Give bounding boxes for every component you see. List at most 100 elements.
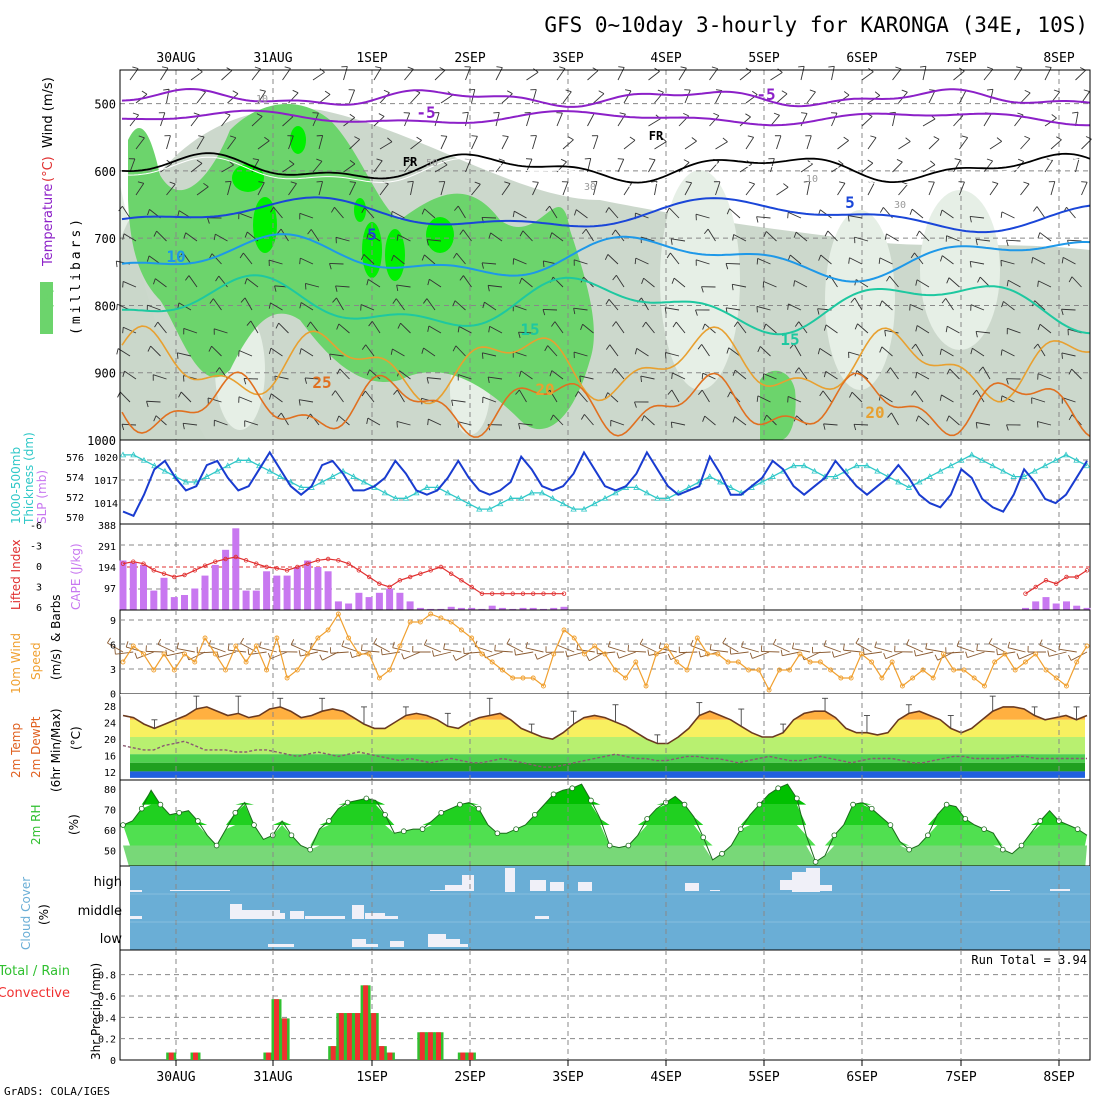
wind-barb-flag — [360, 254, 365, 261]
wind-barb — [373, 160, 383, 173]
surface-wind-barb — [146, 650, 165, 653]
cloud-bar-low — [428, 934, 446, 947]
wind-speed-point — [151, 667, 157, 673]
wind-barb — [759, 346, 771, 357]
wind-barb — [1001, 349, 1015, 357]
wind-barb — [795, 231, 808, 242]
wind-barb-flag — [270, 206, 275, 213]
wind-barb — [518, 422, 533, 426]
thickness-point — [214, 467, 221, 474]
rh-point — [999, 846, 1006, 853]
rh-point — [382, 812, 388, 818]
wind-barb-flag — [243, 378, 247, 385]
barbs-label: & Barbs — [49, 594, 63, 642]
wind-barb — [455, 345, 466, 357]
thickness-point — [559, 500, 567, 507]
wind-barb — [684, 140, 697, 150]
wind-barb-flag — [818, 254, 822, 261]
wind-barb — [825, 370, 838, 380]
rh-area — [120, 783, 1088, 871]
wind-barb-flag — [798, 65, 805, 68]
wind-barb — [726, 307, 741, 311]
wind-barb-flag — [664, 307, 667, 314]
wind-barb — [395, 298, 405, 311]
wind-barb — [1007, 327, 1021, 334]
wind-barb-flag — [118, 205, 123, 212]
wind-speed-point — [551, 651, 557, 657]
lifted-index-label: Lifted Index — [9, 539, 23, 610]
wind-barb — [640, 375, 655, 380]
wind-barb-flag — [870, 135, 877, 139]
wind-barb — [1081, 182, 1088, 196]
wind-barb-flag — [228, 160, 234, 166]
precip-tick-label: 0.4 — [98, 1013, 116, 1024]
wind-barb — [757, 395, 771, 403]
wind-barb-flag — [604, 392, 609, 399]
wind-barb-flag — [361, 207, 366, 214]
date-label-top: 2SEP — [454, 51, 485, 66]
wind-barb-flag — [244, 278, 248, 285]
wind-barb — [573, 351, 588, 357]
surface-wind-barb — [525, 647, 544, 653]
wind-barb — [481, 216, 497, 219]
wind-barb-flag — [850, 297, 856, 303]
thickness-tick-label: 570 — [66, 513, 84, 524]
wind-barb — [426, 298, 436, 311]
wind-barb-flag — [939, 348, 942, 355]
wind-barb-flag — [349, 160, 356, 165]
cape-bar — [304, 560, 312, 610]
wind-barb — [728, 347, 741, 357]
wind-speed-point — [274, 635, 280, 641]
contour-label: 15 — [780, 330, 799, 349]
surface-wind-barb — [710, 649, 729, 653]
surface-wind-barb — [741, 646, 759, 653]
wind-barb — [299, 212, 314, 219]
wind-barb-flag — [366, 233, 369, 240]
wind-barb — [329, 263, 344, 265]
wind-barb — [123, 233, 137, 242]
wind-barb-flag — [641, 278, 645, 285]
surface-wind-barb — [628, 650, 647, 653]
wind-barb-flag — [1037, 232, 1041, 239]
wind-barb — [465, 158, 472, 173]
wind-barb — [270, 393, 283, 403]
wind-barb-flag — [336, 415, 340, 422]
lifted-index-point — [407, 574, 413, 580]
wind-barb-flag — [910, 252, 915, 259]
wind-barb-flag — [213, 234, 216, 241]
wind-speed-point — [756, 667, 762, 673]
cape-bar — [386, 588, 394, 610]
lifted-index-point — [315, 558, 321, 563]
wind-barb-flag — [787, 303, 789, 310]
wind-barb — [554, 321, 564, 334]
wind-barb-flag — [366, 279, 369, 286]
wind-speed-point — [1064, 683, 1069, 689]
thickness-tick-label: 576 — [66, 453, 84, 464]
thickness-point — [413, 489, 420, 496]
wind-barb-flag — [244, 231, 248, 238]
cape-tick-label: 97 — [104, 584, 116, 595]
wind-barb-flag — [240, 297, 246, 303]
wind-barb — [916, 371, 930, 380]
wind-barb-flag — [946, 368, 951, 375]
wind-barb-flag — [843, 91, 850, 96]
cape-grid — [120, 524, 1090, 610]
cloud-bar-high — [792, 872, 806, 892]
wind-barb — [648, 159, 656, 173]
slp-tick-label: 1017 — [94, 476, 118, 487]
wind-barb — [335, 285, 350, 288]
wind-barb-flag — [787, 212, 789, 219]
wind-barb-flag — [146, 255, 150, 262]
wind-barb-flag — [376, 158, 383, 162]
precip-convective-bar — [419, 1032, 425, 1060]
cape-bar — [437, 608, 445, 610]
wind-speed-point — [479, 651, 485, 657]
wind-barb — [257, 182, 265, 196]
wind-barb-flag — [542, 309, 546, 316]
wind-barb — [211, 345, 222, 357]
wind-barb — [915, 343, 924, 357]
slp-tick-label: 1020 — [94, 453, 118, 464]
wind-barb-flag — [823, 423, 826, 430]
wind-barb — [369, 369, 381, 380]
wind-barb — [339, 368, 350, 380]
